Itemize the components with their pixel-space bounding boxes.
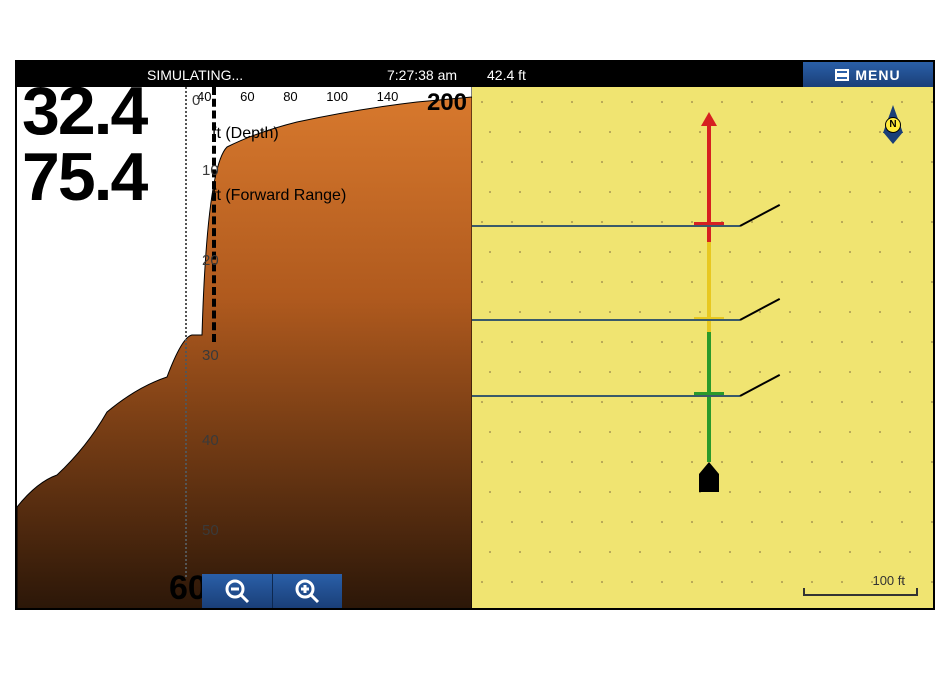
menu-icon — [835, 69, 849, 81]
scale-tick: 80 — [283, 89, 297, 117]
forward-range-value: 75.4 — [22, 145, 146, 210]
content-area: 406080100140200 0 1020304050 32.4 ft (De… — [17, 87, 933, 608]
track-segment-deep — [707, 332, 711, 462]
scale-line — [803, 588, 918, 596]
depth-value: 32.4 — [22, 87, 146, 144]
scale-tick: 100 — [326, 89, 348, 117]
zoom-in-button[interactable] — [273, 574, 343, 608]
callout-leader-line — [472, 319, 740, 321]
compass-north-label: N — [885, 117, 901, 133]
depth-tick: 20 — [202, 252, 219, 269]
sonar-panel[interactable]: 406080100140200 0 1020304050 32.4 ft (De… — [17, 87, 472, 608]
forward-range-label: ft (Forward Range) — [212, 187, 346, 205]
status-text: SIMULATING... — [147, 67, 243, 83]
callout-leader-line — [472, 225, 740, 227]
depth-tick: 30 — [202, 347, 219, 364]
clock: 7:27:38 am — [387, 67, 457, 83]
compass: N — [883, 105, 903, 144]
chart-panel[interactable]: N Shallow WaterMedium WaterDeep Water 10… — [472, 87, 933, 608]
depth-unit-label: ft (Depth) — [212, 125, 279, 143]
depth-tick: 50 — [202, 522, 219, 539]
depth-tick: 40 — [202, 432, 219, 449]
scale-tick: 60 — [240, 89, 254, 117]
menu-button[interactable]: MENU — [803, 62, 933, 87]
vessel-track — [707, 122, 711, 502]
scale-tick: 200 — [427, 89, 467, 117]
chart-dot-grid — [472, 87, 933, 608]
callout-leader-line — [472, 395, 740, 397]
scale-tick: 140 — [377, 89, 399, 117]
ruler-line-1 — [185, 87, 187, 577]
device-screen: SIMULATING... 7:27:38 am 42.4 ft MENU — [15, 60, 935, 610]
zoom-out-icon — [224, 578, 250, 604]
horizontal-scale: 406080100140200 — [197, 89, 467, 117]
compass-tail-icon — [883, 132, 903, 144]
scale-zero: 0 — [192, 92, 200, 109]
zoom-out-button[interactable] — [202, 574, 273, 608]
zoom-in-icon — [294, 578, 320, 604]
depth-tick: 10 — [202, 162, 219, 179]
top-status-bar: SIMULATING... 7:27:38 am 42.4 ft MENU — [17, 62, 933, 87]
depth-small: 42.4 ft — [487, 67, 526, 83]
menu-label: MENU — [855, 67, 900, 83]
zoom-toolbar — [202, 574, 342, 608]
scale-label: 100 ft — [872, 573, 905, 588]
